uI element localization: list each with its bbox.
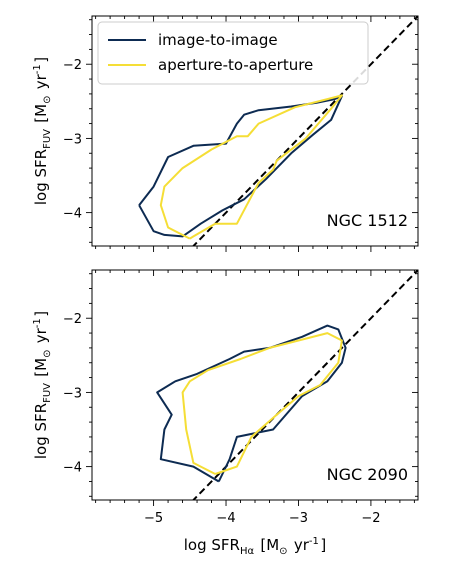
x-tick-label: −4 <box>216 511 235 526</box>
y-tick-label: −2 <box>63 312 82 327</box>
legend-frame <box>97 21 369 85</box>
y-axis-label: log SFRFUV [M⊙ yr-1 ] <box>32 57 53 205</box>
y-tick-label: −3 <box>63 386 82 401</box>
y-tick-label: −3 <box>63 132 82 147</box>
legend-entry: aperture-to-aperture <box>158 56 313 74</box>
legend: image-to-image aperture-to-aperture <box>97 21 369 85</box>
panel-ngc-2090: −5 −4 −3 −2 −4 −3 −2 log SFRFUV [M⊙ yr-1 ] log S… <box>32 269 419 557</box>
y-tick-label: −4 <box>63 461 82 476</box>
x-tick-label: −5 <box>144 511 163 526</box>
x-axis-label: log SFRHα [M⊙ yr-1 ] <box>184 536 326 557</box>
y-tick-label: −2 <box>63 58 82 73</box>
legend-entry: image-to-image <box>158 31 278 49</box>
panel-label: NGC 1512 <box>327 211 408 230</box>
panel-ngc-1512: −4 −3 −2 log SFRFUV [M⊙ yr-1 ] NGC 1512 image… <box>32 15 419 252</box>
contour-image-to-image <box>156 324 347 483</box>
x-tick-label: −3 <box>289 511 308 526</box>
contour-aperture-to-aperture <box>159 94 343 240</box>
one-to-one-line <box>192 270 418 500</box>
panel-label: NGC 2090 <box>327 465 408 484</box>
y-axis-label: log SFRFUV [M⊙ yr-1 ] <box>32 311 53 459</box>
contour-aperture-to-aperture <box>181 332 343 475</box>
y-tick-label: −4 <box>63 207 82 222</box>
x-tick-label: −2 <box>361 511 380 526</box>
